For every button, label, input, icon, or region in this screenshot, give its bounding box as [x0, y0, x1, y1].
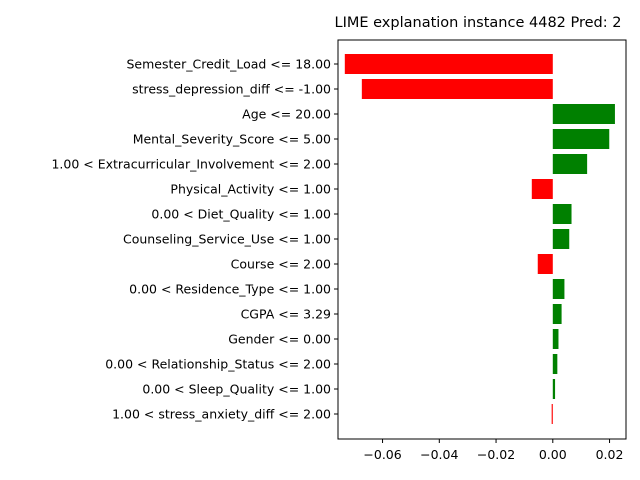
category-label: Mental_Severity_Score <= 5.00 — [133, 132, 331, 147]
category-label: Physical_Activity <= 1.00 — [170, 182, 331, 197]
x-tick-label: −0.04 — [420, 447, 458, 462]
category-label: 0.00 < Relationship_Status <= 2.00 — [105, 357, 331, 372]
category-label: 1.00 < stress_anxiety_diff <= 2.00 — [112, 407, 331, 422]
bars-group — [344, 54, 615, 424]
bar — [344, 54, 553, 74]
category-label: Counseling_Service_Use <= 1.00 — [123, 232, 331, 247]
category-label: stress_depression_diff <= -1.00 — [132, 82, 331, 97]
bar — [552, 104, 615, 124]
bar — [537, 254, 553, 274]
category-label: Age <= 20.00 — [242, 107, 331, 122]
x-tick-label: 0.00 — [539, 447, 567, 462]
category-label: CGPA <= 3.29 — [241, 307, 331, 322]
bar — [552, 379, 556, 399]
category-label: 0.00 < Sleep_Quality <= 1.00 — [142, 382, 331, 397]
x-axis: −0.06 −0.04 −0.02 0.00 0.02 — [363, 439, 623, 462]
bar — [552, 229, 570, 249]
category-label: Course <= 2.00 — [231, 257, 331, 272]
bar — [552, 354, 558, 374]
category-label: 0.00 < Diet_Quality <= 1.00 — [151, 207, 331, 222]
category-label: Gender <= 0.00 — [228, 332, 331, 347]
bar — [551, 404, 553, 424]
bar — [361, 79, 553, 99]
bar — [552, 154, 588, 174]
x-tick-label: 0.02 — [596, 447, 624, 462]
bar — [531, 179, 553, 199]
x-tick-label: −0.06 — [363, 447, 401, 462]
category-labels-group: Semester_Credit_Load <= 18.00 stress_depr… — [51, 57, 338, 422]
bar — [552, 279, 565, 299]
category-label: 0.00 < Residence_Type <= 1.00 — [129, 282, 331, 297]
x-tick-label: −0.02 — [477, 447, 515, 462]
bar — [552, 304, 562, 324]
bar — [552, 329, 559, 349]
bar — [552, 204, 572, 224]
chart-title: LIME explanation instance 4482 Pred: 2 — [335, 15, 622, 31]
bar — [552, 129, 610, 149]
category-label: 1.00 < Extracurricular_Involvement <= 2.… — [51, 157, 331, 172]
plot-frame — [337, 39, 627, 440]
category-label: Semester_Credit_Load <= 18.00 — [127, 57, 332, 72]
